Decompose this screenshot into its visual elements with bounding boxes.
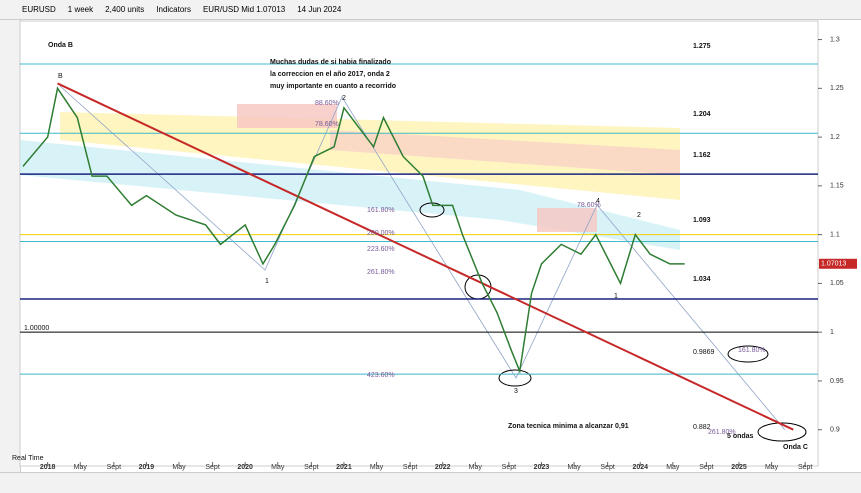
- x-tick-label: Sept: [403, 464, 417, 471]
- annotation: 161.80%: [367, 207, 395, 214]
- y-tick-label: 1.1: [830, 231, 840, 238]
- x-tick-label: May: [666, 464, 680, 471]
- annotation: 2: [342, 95, 346, 102]
- y-tick-label: 1.25: [830, 85, 844, 92]
- trendline: [57, 82, 794, 431]
- annotation: 4: [596, 198, 600, 205]
- annotation: 1.093: [693, 217, 711, 224]
- fib-box: [537, 208, 597, 232]
- annotation: muy importante en cuanto a recorrido: [270, 83, 396, 90]
- symbol[interactable]: EURUSD: [22, 5, 56, 14]
- x-tick-label: May: [567, 464, 581, 471]
- ma-band: [330, 130, 680, 175]
- annotation: Onda B: [48, 42, 73, 49]
- price-line: [22, 86, 685, 375]
- x-tick-label: Sept: [502, 464, 516, 471]
- chart-layer: 1.3 1.25 1.2 1.15 1.1 1.05 1 0.95 0.9 2018 May Sept…: [12, 36, 857, 471]
- x-tick-label: May: [469, 464, 483, 471]
- annotation: 1: [614, 293, 618, 300]
- annotation: Zona tecnica minima a alcanzar 0,91: [508, 423, 629, 430]
- x-tick-label: Sept: [699, 464, 713, 471]
- annotation: 3: [514, 388, 518, 395]
- annotation: 161.80%: [738, 347, 766, 354]
- annotation: 1.204: [693, 111, 711, 118]
- annotation: 2: [637, 212, 641, 219]
- x-tick-label: May: [271, 464, 285, 471]
- circle-mark: [498, 369, 532, 387]
- x-tick-label: 2023: [534, 464, 550, 471]
- x-tick-label: 2021: [336, 464, 352, 471]
- x-tick-label: Sept: [600, 464, 614, 471]
- annotation: Muchas dudas de si habia finalizado: [270, 59, 391, 66]
- annotation: 1.162: [693, 152, 711, 159]
- annotation: 1.034: [693, 276, 711, 283]
- indicators[interactable]: Indicators: [156, 5, 191, 14]
- toolbar: EURUSD 1 week 2,400 units Indicators EUR…: [0, 0, 861, 20]
- annotation: la correccion en el año 2017, onda 2: [270, 71, 390, 78]
- plot-frame: [19, 20, 819, 467]
- ma-band: [60, 112, 680, 200]
- annotation: 0.882: [693, 424, 711, 431]
- x-tick-label: 2020: [237, 464, 253, 471]
- annotation: Real Time: [12, 455, 44, 462]
- annotation: 261.80%: [367, 269, 395, 276]
- annotation: 423.60%: [367, 372, 395, 379]
- y-tick-label: 0.95: [830, 378, 844, 385]
- x-tick-label: May: [172, 464, 186, 471]
- x-tick-label: May: [74, 464, 88, 471]
- circle-mark: [727, 345, 769, 363]
- annotation: 261.80%: [708, 429, 736, 436]
- y-tick-label: 1.05: [830, 280, 844, 287]
- y-tick-label: 1.3: [830, 36, 840, 43]
- interval[interactable]: 1 week: [67, 5, 94, 14]
- date: 14 Jun 2024: [297, 5, 342, 14]
- annotation: 88.60%: [315, 100, 339, 107]
- ma-band: [20, 140, 680, 250]
- annotation: Onda C: [783, 444, 808, 451]
- fib-box: [237, 104, 337, 128]
- x-tick-label: Sept: [304, 464, 318, 471]
- x-tick-label: Sept: [205, 464, 219, 471]
- x-tick-label: 2018: [40, 464, 56, 471]
- annotation: 5 ondas: [727, 433, 754, 440]
- x-tick-label: 2024: [632, 464, 648, 471]
- x-tick-label: May: [370, 464, 384, 471]
- x-tick-label: Sept: [798, 464, 812, 471]
- annotation: 200.00%: [367, 230, 395, 237]
- last-price-box: [819, 258, 857, 269]
- x-tick-label: 2019: [139, 464, 155, 471]
- annotation: 1: [265, 278, 269, 285]
- annotation: 1.275: [693, 43, 711, 50]
- annotation: B: [58, 73, 63, 80]
- last-price: 1.07013: [821, 261, 846, 268]
- annotation: 78.60%: [577, 202, 601, 209]
- quote: EUR/USD Mid 1.07013: [202, 5, 286, 14]
- wave-lines: [59, 85, 786, 431]
- x-tick-label: Sept: [107, 464, 121, 471]
- y-tick-label: 1.2: [830, 134, 840, 141]
- annotation: 0.9869: [693, 349, 715, 356]
- y-tick-label: 1.15: [830, 183, 844, 190]
- units[interactable]: 2,400 units: [105, 5, 145, 14]
- annotation: 1.00000: [24, 325, 49, 332]
- x-tick-label: May: [765, 464, 779, 471]
- x-tick-label: 2022: [435, 464, 451, 471]
- circle-mark: [757, 422, 807, 442]
- annotation: 78.60%: [315, 121, 339, 128]
- bottom-bar: [0, 472, 861, 493]
- y-tick-label: 0.9: [830, 427, 840, 434]
- y-tick-label: 1: [830, 329, 834, 336]
- annotation: 223.60%: [367, 246, 395, 253]
- x-tick-label: 2025: [731, 464, 747, 471]
